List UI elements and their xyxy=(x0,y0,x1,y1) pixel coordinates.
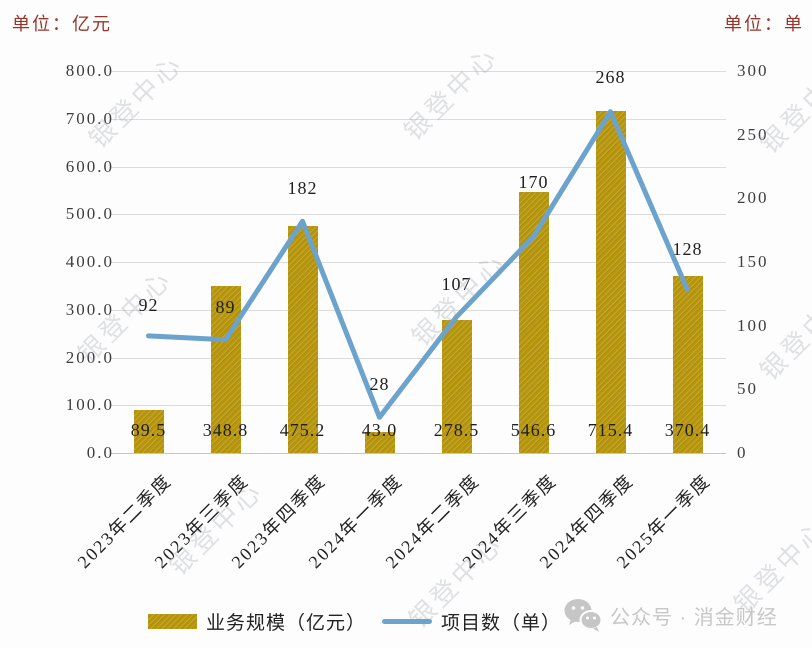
line-point-label: 182 xyxy=(287,178,318,199)
y-axis-right-tick-label: 50 xyxy=(737,379,758,399)
y-axis-right-tick-label: 100 xyxy=(737,315,769,335)
y-axis-right-tick-label: 300 xyxy=(737,61,769,80)
legend-bar-swatch xyxy=(148,613,197,629)
line-point-label: 170 xyxy=(518,171,549,192)
y-axis-left-tick-label: 500.0 xyxy=(65,204,114,224)
y-axis-left-tick-label: 100.0 xyxy=(65,395,114,415)
right-axis-unit-label: 单位：单 xyxy=(724,14,804,34)
chart-legend: 业务规模（亿元） 项目数（单） xyxy=(148,604,561,638)
watermark-text: 银登中心 xyxy=(163,475,270,582)
bar xyxy=(595,111,626,453)
y-axis-left-tick-label: 200.0 xyxy=(65,347,114,367)
gridline xyxy=(110,405,726,407)
bar-value-label: 43.0 xyxy=(361,420,398,440)
gridline xyxy=(110,214,726,216)
y-axis-left-tick-label: 300.0 xyxy=(65,299,114,319)
y-axis-right-tick-label: 150 xyxy=(737,252,769,271)
y-axis-left-tick-label: 700.0 xyxy=(65,108,114,128)
wechat-icon xyxy=(564,599,603,632)
line-point-label: 92 xyxy=(138,294,159,315)
line-point-label: 268 xyxy=(595,66,626,87)
y-axis-right-tick-label: 250 xyxy=(737,124,769,144)
line-point-label: 28 xyxy=(369,374,390,395)
line-point-label: 89 xyxy=(215,296,236,317)
bar-value-label: 278.5 xyxy=(433,420,480,440)
y-axis-right-tick-label: 200 xyxy=(737,188,769,208)
legend-line-swatch xyxy=(382,618,433,624)
bar-value-label: 370.4 xyxy=(664,420,711,440)
gridline xyxy=(110,71,726,72)
line-point-label: 107 xyxy=(441,273,472,294)
bar-value-label: 475.2 xyxy=(279,420,326,440)
bar xyxy=(518,191,549,453)
bar-value-label: 715.4 xyxy=(587,420,634,440)
y-axis-left-tick-label: 400.0 xyxy=(65,252,114,271)
y-axis-left-tick-label: 0.0 xyxy=(86,443,114,462)
bar xyxy=(364,432,395,453)
gridline xyxy=(110,453,726,454)
y-axis-left-tick-label: 600.0 xyxy=(65,156,114,176)
y-axis-left-tick-label: 800.0 xyxy=(65,61,114,80)
bar-value-label: 348.8 xyxy=(202,420,249,440)
wechat-account-name: 公众号 · 消金财经 xyxy=(610,606,778,629)
gridline xyxy=(110,262,726,263)
left-axis-unit-label: 单位：亿元 xyxy=(12,14,112,34)
wechat-attribution: 公众号 · 消金财经 xyxy=(563,597,778,633)
gridline xyxy=(110,357,726,359)
legend-bar-label: 业务规模（亿元） xyxy=(206,612,367,634)
bar xyxy=(287,226,318,453)
gridline xyxy=(110,166,726,168)
y-axis-right-tick-label: 0 xyxy=(737,443,748,462)
line-point-label: 128 xyxy=(672,239,703,259)
watermark-text: 银登中心 xyxy=(398,40,505,147)
bar-value-label: 89.5 xyxy=(130,420,167,440)
legend-line-label: 项目数（单） xyxy=(441,612,562,634)
gridline xyxy=(110,118,726,120)
bar-value-label: 546.6 xyxy=(510,420,557,440)
